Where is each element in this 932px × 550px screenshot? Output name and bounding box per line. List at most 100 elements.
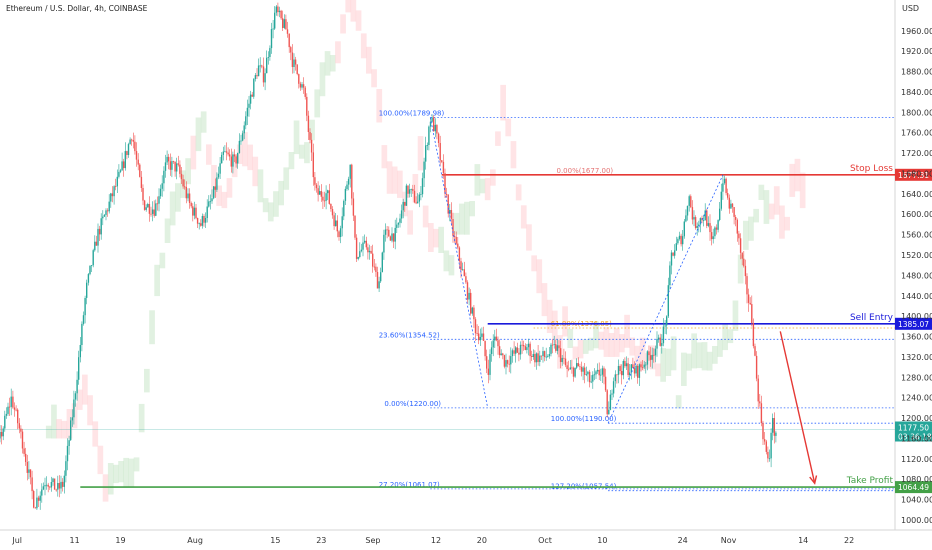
candle-body — [53, 478, 56, 490]
candle-body — [65, 461, 67, 476]
candle-body — [609, 394, 612, 410]
cloud-segment — [82, 374, 88, 405]
price-axis[interactable]: 1000.00 1040.00 1080.00 1120.00 1160.00 1200.… — [901, 27, 932, 525]
candle-body — [42, 486, 45, 490]
y-tick-label: 1080.00 — [901, 475, 932, 484]
candle-body — [339, 228, 342, 237]
cloud-segment — [727, 329, 734, 344]
time-axis[interactable]: Jul 11 19 Aug 15 23 Sep 12 20 Oct 10 24 Nov 14 22 — [11, 536, 854, 545]
candle-body — [436, 124, 438, 134]
candle-body — [407, 185, 409, 194]
cloud-segment — [541, 283, 548, 317]
candle-body — [262, 66, 265, 83]
candle-body — [678, 235, 681, 240]
candle-body — [79, 345, 81, 358]
candle-body — [497, 340, 499, 347]
candle-body — [322, 196, 324, 201]
candle-body — [470, 292, 472, 314]
candle-body — [426, 145, 428, 146]
candle-body — [319, 191, 321, 195]
candle-body — [235, 156, 237, 164]
candle-body — [656, 339, 658, 349]
candle-body — [561, 357, 563, 363]
candle-body — [2, 428, 4, 437]
candle-body — [659, 337, 661, 346]
candle-body — [174, 161, 176, 172]
cloud-segment — [453, 212, 460, 235]
candle-body — [68, 440, 70, 446]
candle-body — [696, 226, 698, 228]
candle-body — [625, 363, 628, 367]
candle-body — [722, 183, 724, 192]
candle-body — [539, 355, 541, 362]
candle-body — [288, 33, 290, 48]
candle-body — [102, 216, 104, 219]
candle-body — [177, 163, 179, 165]
candle-body — [312, 152, 314, 178]
candle-body — [17, 409, 19, 424]
candle-body — [404, 202, 406, 206]
candlestick-series[interactable] — [0, 2, 777, 510]
cloud-segment — [655, 363, 661, 377]
candle-body — [701, 218, 703, 221]
candle-body — [709, 223, 711, 233]
candle-body — [161, 183, 163, 189]
cloud-segment — [412, 174, 419, 203]
candle-body — [442, 161, 445, 174]
candle-body — [402, 202, 404, 211]
candle-body — [182, 179, 184, 187]
candle-body — [601, 368, 604, 375]
candle-body — [386, 229, 388, 231]
cloud-segment — [169, 191, 176, 226]
candle-body — [233, 154, 236, 157]
y-tick-label: 1840.00 — [901, 88, 932, 97]
cloud-segment — [304, 142, 310, 164]
x-tick-label: 12 — [431, 536, 441, 545]
candle-body — [537, 353, 539, 362]
candle-body — [400, 210, 403, 219]
candle-body — [123, 161, 125, 169]
candle-body — [381, 252, 383, 273]
candle-body — [511, 350, 514, 357]
candle-body — [0, 432, 1, 439]
candle-body — [240, 140, 242, 142]
candle-body — [216, 177, 218, 190]
candle-body — [290, 47, 292, 53]
annotations-layer: Stop Loss 1677.31 Sell Entry 1385.07 Take Pr… — [429, 117, 932, 494]
candle-body — [757, 378, 759, 402]
y-tick-label: 1520.00 — [901, 251, 932, 260]
x-tick-label: 22 — [844, 536, 854, 545]
candle-body — [735, 217, 737, 220]
cloud-segment — [520, 205, 527, 229]
candle-body — [116, 176, 118, 187]
cloud-segment — [231, 154, 238, 178]
candle-body — [166, 156, 168, 163]
cloud-segment — [546, 299, 553, 333]
cloud-segment — [758, 184, 765, 200]
candle-body — [351, 164, 353, 199]
cloud-segment — [102, 474, 109, 502]
candle-body — [741, 252, 743, 259]
candle-body — [254, 75, 257, 79]
candle-body — [527, 343, 530, 348]
candle-body — [204, 218, 207, 223]
cloud-segment — [593, 321, 599, 349]
candle-body — [473, 307, 475, 320]
candle-body — [410, 189, 412, 190]
cloud-segment — [371, 69, 377, 88]
candle-body — [298, 74, 300, 84]
candle-body — [221, 154, 223, 164]
candle-body — [172, 161, 175, 162]
candle-body — [662, 326, 665, 344]
candle-body — [21, 431, 24, 449]
candle-body — [257, 65, 260, 77]
candle-body — [510, 356, 512, 365]
cloud-segment — [768, 203, 775, 220]
candle-body — [518, 352, 520, 355]
candle-body — [78, 357, 80, 380]
cloud-segment — [799, 172, 806, 209]
candle-body — [98, 228, 101, 235]
candle-body — [354, 215, 356, 238]
candle-body — [577, 363, 579, 367]
